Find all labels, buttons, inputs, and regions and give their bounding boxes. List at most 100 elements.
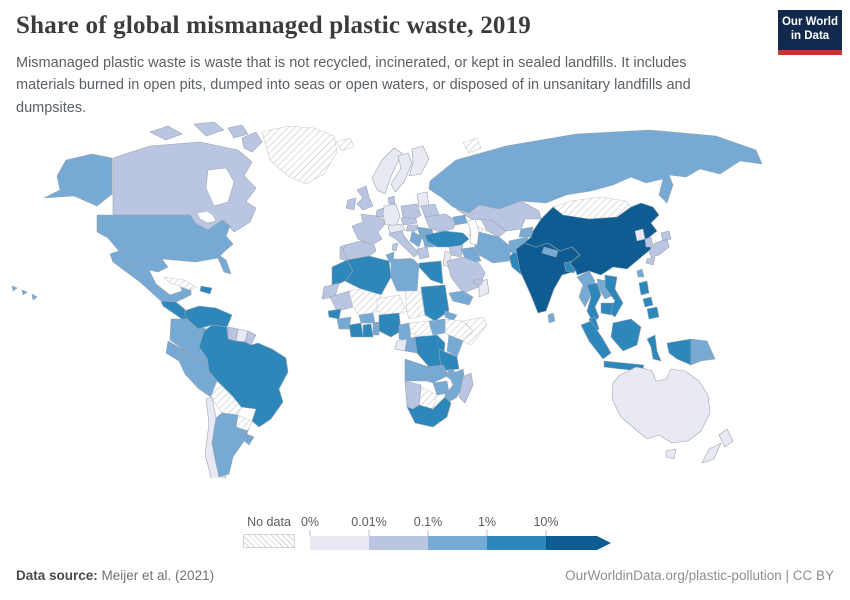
country-guinea[interactable] (336, 316, 352, 330)
country-sudan[interactable] (420, 284, 450, 322)
country-arctic-islands[interactable] (149, 121, 249, 141)
country-south-sudan[interactable] (428, 318, 446, 336)
legend-bin-0[interactable] (310, 536, 369, 550)
country-tasmania[interactable] (665, 448, 677, 460)
country-senegal[interactable] (327, 308, 342, 320)
country-portugal[interactable] (339, 244, 350, 262)
data-source: Data source: Meijer et al. (2021) (16, 568, 214, 583)
legend-bin-2[interactable] (428, 536, 487, 550)
water-hudson-bay (205, 167, 235, 207)
country-madagascar[interactable] (458, 372, 474, 404)
water-caspian-sea (466, 218, 480, 246)
country-baltics[interactable] (416, 191, 430, 208)
country-zimbabwe[interactable] (432, 380, 450, 396)
country-turkey[interactable] (424, 230, 470, 248)
no-data-swatch (243, 534, 295, 548)
country-uzbekistan[interactable] (480, 218, 507, 238)
legend-bin-3[interactable] (487, 536, 546, 550)
country-poland[interactable] (400, 203, 422, 220)
country-greenland[interactable] (261, 125, 338, 185)
country-alaska[interactable] (43, 153, 113, 207)
owid-logo-line1: Our World (781, 16, 838, 29)
country-cuba[interactable] (163, 276, 197, 291)
country-syria[interactable] (448, 244, 464, 258)
country-zambia[interactable] (426, 364, 450, 384)
country-ireland[interactable] (345, 197, 357, 211)
page-title: Share of global mismanaged plastic waste… (16, 12, 531, 39)
country-novaya-zemlya[interactable] (462, 137, 482, 154)
country-ukraine[interactable] (424, 213, 458, 233)
country-japan[interactable] (645, 230, 672, 266)
legend-no-data[interactable]: No data (243, 515, 295, 548)
page-subtitle: Mismanaged plastic waste is waste that i… (16, 55, 691, 116)
water-great-lakes (196, 210, 217, 224)
country-hawaii[interactable] (11, 285, 38, 301)
country-hungary[interactable] (405, 224, 419, 232)
country-mozambique[interactable] (444, 368, 466, 404)
country-togo-benin[interactable] (372, 321, 380, 336)
legend-tick-label: 0.01% (351, 515, 386, 529)
country-tanzania[interactable] (438, 348, 460, 372)
data-source-value: Meijer et al. (2021) (97, 568, 215, 583)
country-new-zealand[interactable] (701, 428, 734, 464)
country-north-korea[interactable] (634, 228, 646, 242)
country-sweden[interactable] (390, 152, 413, 193)
owid-logo[interactable]: Our World in Data (778, 10, 842, 55)
country-norway[interactable] (371, 147, 403, 195)
country-uruguay[interactable] (241, 432, 255, 446)
country-australia[interactable] (611, 366, 711, 444)
country-libya[interactable] (390, 258, 420, 292)
country-switzerland-austria[interactable] (387, 223, 406, 234)
country-nepal[interactable] (541, 246, 559, 258)
legend-tick-label: 0.1% (414, 515, 443, 529)
country-china[interactable] (523, 202, 660, 276)
country-balkans[interactable] (409, 230, 423, 248)
country-uk[interactable] (356, 185, 374, 211)
country-algeria[interactable] (344, 255, 392, 296)
country-ghana[interactable] (362, 323, 374, 338)
country-philippines[interactable] (638, 280, 660, 320)
country-sri-lanka[interactable] (547, 312, 556, 324)
country-argentina[interactable] (211, 412, 249, 478)
country-baffin-island[interactable] (241, 131, 263, 153)
legend-tick-label: 10% (533, 515, 558, 529)
country-namibia[interactable] (404, 380, 422, 410)
country-hispaniola[interactable] (199, 285, 213, 295)
legend-bin-1[interactable] (369, 536, 428, 550)
country-uae[interactable] (472, 278, 484, 286)
owid-logo-line2: in Data (790, 30, 830, 42)
country-mexico[interactable] (109, 250, 192, 303)
country-taiwan[interactable] (636, 268, 645, 278)
country-denmark[interactable] (387, 195, 396, 205)
country-iceland[interactable] (335, 137, 355, 152)
country-central-african-republic[interactable] (408, 320, 432, 338)
country-south-africa[interactable] (406, 396, 452, 428)
country-finland[interactable] (408, 145, 430, 177)
country-ivory-coast[interactable] (348, 322, 364, 338)
country-papua-new-guinea[interactable] (690, 338, 716, 366)
legend-tick-label: 0% (301, 515, 319, 529)
country-south-korea[interactable] (644, 236, 654, 248)
country-chad[interactable] (404, 290, 426, 320)
country-france[interactable] (351, 213, 386, 246)
country-vietnam[interactable] (604, 274, 624, 318)
country-myanmar[interactable] (576, 270, 596, 308)
country-yemen[interactable] (448, 290, 474, 306)
country-germany[interactable] (382, 203, 401, 227)
country-benelux[interactable] (375, 207, 385, 218)
country-caucasus[interactable] (452, 214, 468, 226)
license-link[interactable]: OurWorldinData.org/plastic-pollution | C… (565, 568, 834, 583)
legend-color-bar[interactable]: 0% 0.01% 0.1% 1% 10% (300, 515, 625, 555)
country-somalia[interactable] (460, 316, 488, 346)
country-nigeria[interactable] (378, 312, 402, 338)
world-map[interactable] (0, 118, 850, 478)
country-cambodia[interactable] (600, 302, 614, 316)
country-egypt[interactable] (418, 260, 444, 285)
data-source-label: Data source: (16, 568, 98, 583)
legend-no-data-label: No data (247, 515, 291, 529)
country-burkina-faso[interactable] (358, 312, 376, 324)
legend-tick-label: 1% (478, 515, 496, 529)
country-greece[interactable] (416, 246, 430, 260)
legend-bin-4[interactable] (546, 536, 611, 550)
